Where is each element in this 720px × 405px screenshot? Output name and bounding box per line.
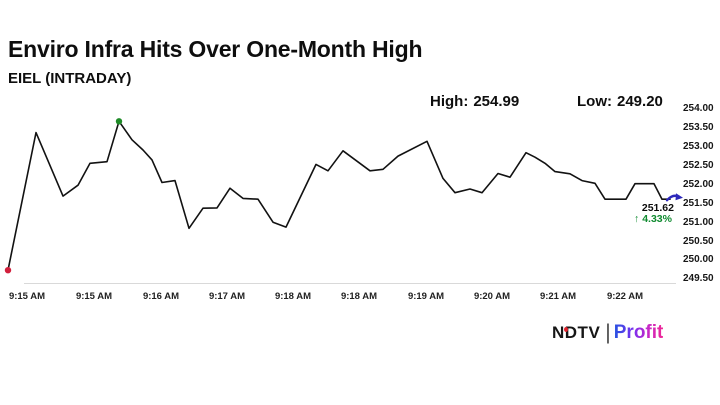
ndtv-logo-text: NDTV — [552, 323, 601, 342]
page-title: Enviro Infra Hits Over One-Month High — [8, 36, 423, 62]
price-line — [7, 120, 671, 272]
y-axis-tick-label: 252.50 — [683, 159, 714, 171]
profit-logo-text: Profit — [613, 322, 664, 343]
x-axis-tick-label: 9:22 AM — [606, 291, 644, 302]
x-axis-tick-label: 9:15 AM — [75, 291, 113, 302]
end-arrow-icon — [665, 193, 683, 202]
y-axis-tick-label: 252.00 — [683, 178, 714, 190]
high-stat: High: 254.99 — [430, 93, 519, 110]
x-axis-tick-label: 9:16 AM — [142, 291, 180, 302]
low-label: Low: — [577, 93, 612, 110]
y-axis-tick-label: 249.50 — [683, 273, 714, 285]
high-label: High: — [430, 93, 469, 110]
logo-divider: | — [605, 321, 611, 344]
x-axis-tick-label: 9:15 AM — [8, 291, 46, 302]
y-axis-tick-label: 251.00 — [683, 216, 714, 228]
ndtv-profit-logo: NDTV | Profit — [552, 322, 663, 344]
x-axis-tick-label: 9:20 AM — [473, 291, 511, 302]
ndtv-logo: NDTV — [552, 323, 600, 343]
ndtv-red-dot-icon — [564, 327, 568, 332]
low-stat: Low: 249.20 — [577, 93, 663, 110]
low-value: 249.20 — [617, 93, 663, 110]
x-axis-tick-label: 9:19 AM — [407, 291, 445, 302]
y-axis-tick-label: 253.50 — [683, 122, 714, 134]
change-percent-label: ↑ 4.33% — [634, 213, 672, 225]
last-price-label: 251.62 — [641, 202, 674, 214]
y-axis-tick-label: 250.50 — [683, 235, 714, 247]
x-axis-tick-label: 9:17 AM — [208, 291, 246, 302]
x-axis-tick-label: 9:18 AM — [340, 291, 378, 302]
start-marker-dot — [4, 267, 12, 274]
high-value: 254.99 — [473, 93, 520, 110]
chart-subtitle: EIEL (INTRADAY) — [8, 70, 132, 87]
y-axis-tick-label: 254.00 — [683, 103, 714, 115]
x-axis-tick-label: 9:18 AM — [274, 291, 312, 302]
y-axis-tick-label: 253.00 — [683, 141, 714, 152]
y-axis-tick-label: 250.00 — [683, 254, 714, 266]
y-axis-tick-label: 251.50 — [683, 197, 714, 209]
peak-marker-dot — [115, 118, 123, 125]
x-axis-tick-label: 9:21 AM — [539, 291, 577, 302]
